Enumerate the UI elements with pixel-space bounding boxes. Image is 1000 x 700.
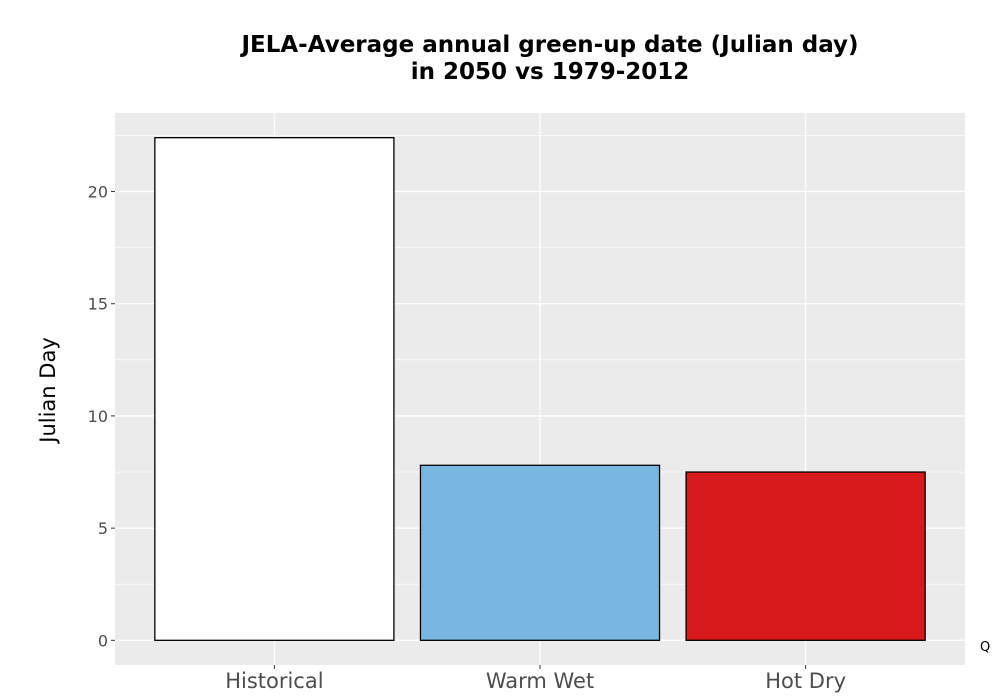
y-tick-label: 20 — [88, 183, 108, 202]
chart-title-line-1: JELA-Average annual green-up date (Julia… — [241, 32, 859, 58]
y-tick-label: 0 — [98, 631, 108, 650]
x-tick-label: Historical — [225, 669, 323, 693]
y-tick-label: 10 — [88, 407, 108, 426]
y-axis: 0 5 10 15 20 — [88, 183, 115, 650]
y-tick-label: 5 — [98, 519, 108, 538]
x-axis: Historical Warm Wet Hot Dry — [225, 665, 846, 693]
chart-title-line-2: in 2050 vs 1979-2012 — [410, 59, 690, 85]
bars — [154, 137, 926, 641]
bar-warm-wet — [419, 464, 661, 641]
bar-historical — [154, 137, 395, 641]
corner-mark: Q — [980, 640, 991, 655]
x-tick-label: Hot Dry — [765, 669, 846, 693]
bar-hot-dry — [685, 471, 926, 641]
x-tick-label: Warm Wet — [486, 669, 594, 693]
y-tick-label: 15 — [88, 295, 108, 314]
y-axis-label: Julian Day — [36, 337, 60, 443]
